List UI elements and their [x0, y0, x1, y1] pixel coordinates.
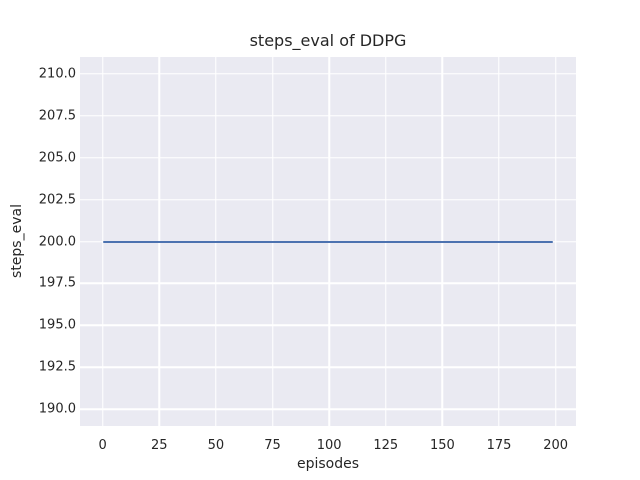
x-tick-label: 100 — [316, 438, 342, 453]
data-line-steps_eval — [102, 240, 554, 243]
y-tick-label: 207.5 — [38, 108, 76, 124]
y-tick-label: 205.0 — [38, 150, 76, 166]
gridline-y-210.0 — [80, 73, 576, 75]
x-tick-label: 200 — [543, 438, 569, 453]
y-tick-label: 202.5 — [38, 192, 76, 208]
chart-title: steps_eval of DDPG — [249, 31, 407, 50]
x-tick-label: 25 — [150, 438, 168, 453]
x-axis-label: episodes — [296, 456, 360, 472]
x-tick-label: 50 — [207, 438, 225, 453]
gridline-y-207.5 — [80, 114, 576, 117]
gridline-y-197.5 — [80, 282, 576, 285]
y-tick-label: 192.5 — [38, 359, 76, 375]
x-tick-label: 175 — [486, 438, 512, 453]
y-tick-label: 197.5 — [38, 275, 76, 291]
y-tick-label: 195.0 — [38, 317, 76, 333]
y-tick-label: 210.0 — [38, 66, 76, 82]
plot-area — [80, 57, 576, 426]
gridline-y-190.0 — [80, 408, 576, 410]
x-tick-label: 150 — [429, 438, 455, 453]
y-tick-label: 200.0 — [38, 234, 76, 249]
x-tick-label: 125 — [373, 438, 399, 453]
x-tick-label: 75 — [264, 438, 281, 453]
y-tick-label: 190.0 — [38, 401, 76, 417]
gridline-x-200 — [554, 57, 557, 426]
y-axis-label: steps_eval — [9, 204, 25, 278]
x-tick-label: 0 — [98, 438, 107, 453]
gridline-y-205.0 — [80, 156, 576, 159]
gridline-y-202.5 — [80, 198, 576, 201]
gridline-y-195.0 — [80, 324, 576, 327]
gridline-y-192.5 — [80, 366, 576, 369]
